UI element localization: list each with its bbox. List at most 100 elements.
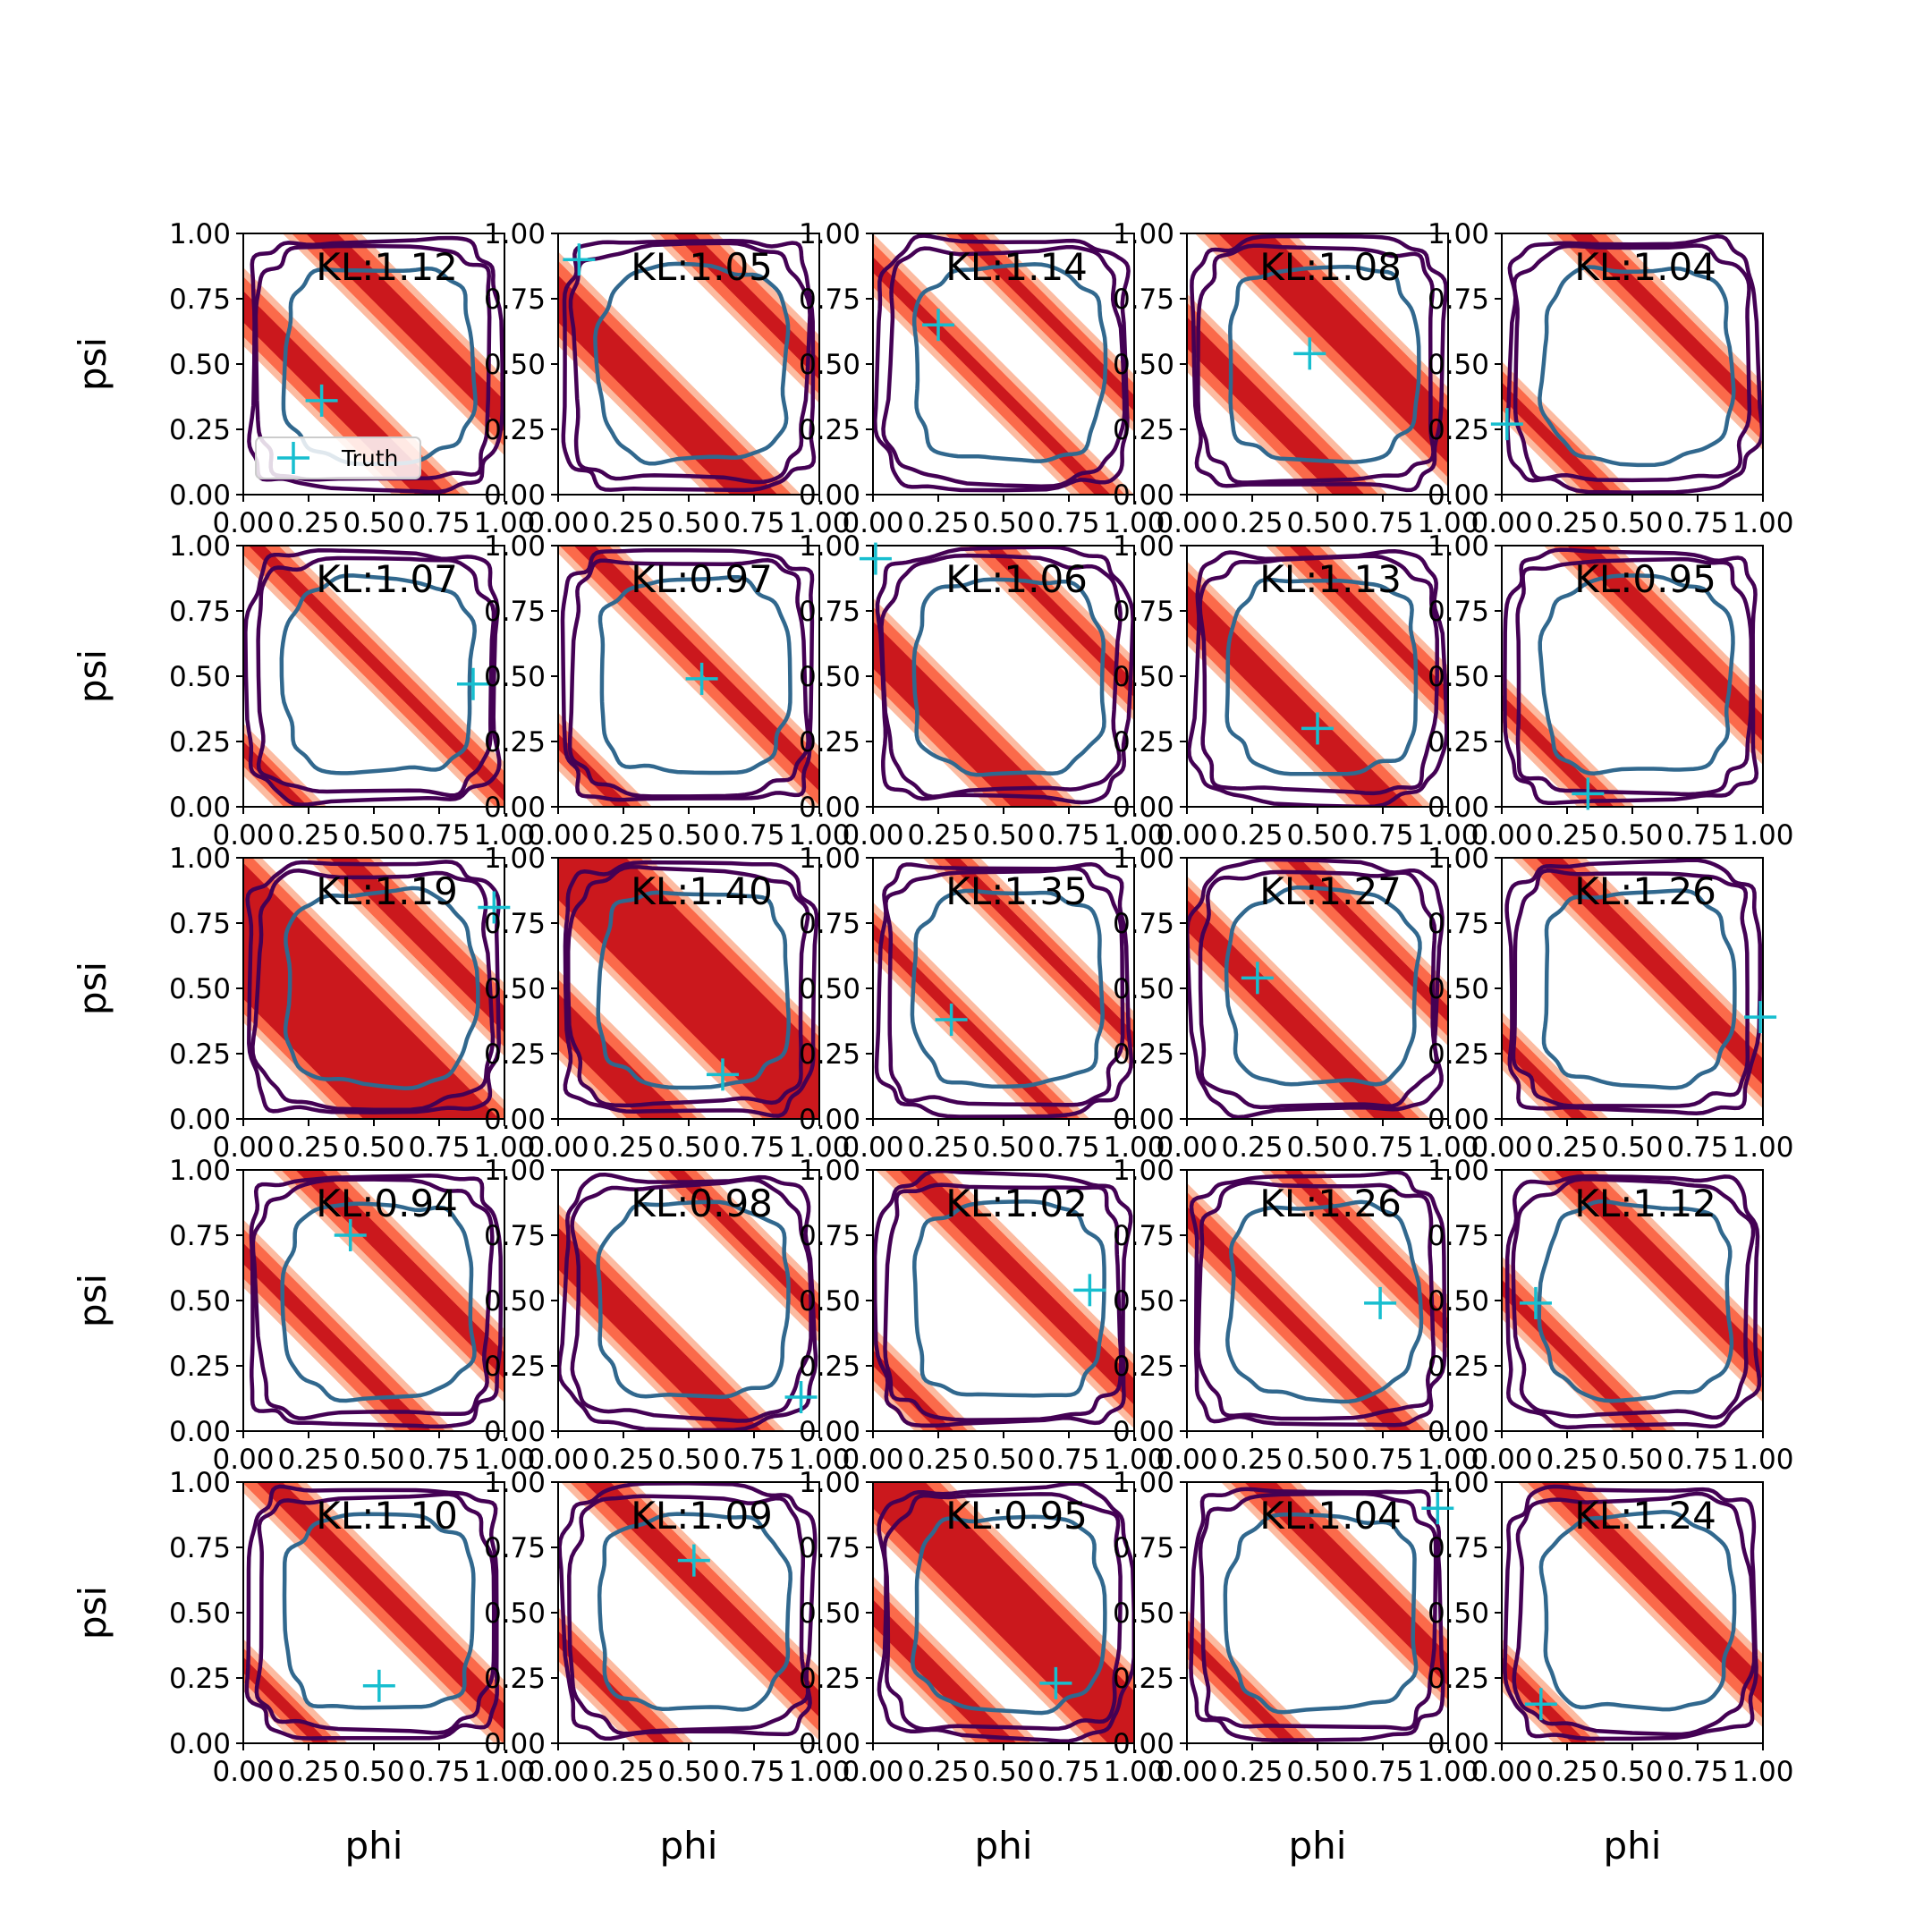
density-band-dark xyxy=(558,275,778,495)
density-band-light xyxy=(936,233,1134,432)
x-tick-label: 0.75 xyxy=(723,819,784,852)
kl-divergence-label: KL:1.06 xyxy=(945,557,1088,601)
panel-plot-area xyxy=(1187,1482,1448,1743)
inner-contour xyxy=(281,267,478,466)
y-tick-label: 0.50 xyxy=(1113,1285,1174,1318)
y-tick-label: 0.00 xyxy=(1113,1728,1174,1760)
x-tick-label: 0.00 xyxy=(1156,507,1217,539)
y-tick-label: 0.75 xyxy=(484,1532,546,1564)
inner-contour xyxy=(1538,265,1736,468)
subplot-panel: 0.000.000.250.250.500.500.750.751.001.00… xyxy=(799,218,1165,539)
panel-plot-area xyxy=(1187,546,1448,807)
y-tick-label: 0.00 xyxy=(169,1104,231,1136)
x-tick-label: 1.00 xyxy=(1732,819,1793,852)
inner-contour xyxy=(1537,1199,1734,1403)
x-tick-label: 0.00 xyxy=(842,1131,903,1164)
outer-contour xyxy=(1504,858,1762,1116)
y-tick-label: 0.00 xyxy=(1113,1104,1174,1136)
outer-contour xyxy=(244,1484,499,1741)
x-tick-label: 0.75 xyxy=(1038,1444,1099,1476)
kl-divergence-label: KL:1.27 xyxy=(1259,869,1402,913)
x-axis-label: phi xyxy=(1289,1824,1347,1868)
density-band-mid xyxy=(1502,1648,1597,1743)
middle-contour xyxy=(1515,556,1754,797)
density-band-mid xyxy=(292,233,504,446)
inner-contour xyxy=(1538,573,1735,775)
truth-marker xyxy=(1301,712,1334,745)
density-band-mid xyxy=(559,546,819,806)
density-band-dark xyxy=(306,233,504,432)
density-band-mid xyxy=(558,1616,685,1743)
inner-contour xyxy=(280,1201,477,1403)
x-tick-label: 1.00 xyxy=(1103,1756,1165,1788)
y-tick-label: 0.25 xyxy=(1428,414,1489,446)
y-tick-label: 0.25 xyxy=(1113,1351,1174,1383)
x-tick-label: 0.50 xyxy=(972,1131,1034,1164)
density-band-mid xyxy=(1502,370,1626,495)
density-band-dark xyxy=(558,858,819,1119)
density-band-light xyxy=(272,1170,504,1402)
outer-contour xyxy=(1505,233,1763,495)
legend-label: Truth xyxy=(341,445,398,471)
x-tick-label: 0.75 xyxy=(1666,1756,1728,1788)
x-tick-label: 1.00 xyxy=(1732,1756,1793,1788)
middle-contour xyxy=(250,1177,495,1420)
kl-divergence-label: KL:1.12 xyxy=(1574,1182,1716,1225)
y-tick-label: 0.50 xyxy=(169,661,231,693)
kl-divergence-label: KL:1.12 xyxy=(316,245,458,289)
subplot-panel: 0.000.000.250.250.500.500.750.751.001.00… xyxy=(484,1155,851,1476)
x-tick-label: 0.00 xyxy=(1156,819,1217,852)
density-band-light xyxy=(875,1170,1134,1429)
x-tick-label: 0.50 xyxy=(343,507,404,539)
x-tick-label: 0.50 xyxy=(343,1131,404,1164)
y-tick-label: 0.50 xyxy=(169,973,231,1005)
y-tick-label: 0.00 xyxy=(169,792,231,824)
subplot-panel: 0.000.000.250.250.500.500.750.751.001.00… xyxy=(1113,1155,1479,1476)
density-band-dark xyxy=(1187,317,1365,495)
x-tick-label: 0.00 xyxy=(212,819,274,852)
inner-contour xyxy=(911,577,1106,777)
kl-divergence-label: KL:1.26 xyxy=(1574,869,1716,913)
x-tick-label: 0.50 xyxy=(657,507,719,539)
y-tick-label: 0.50 xyxy=(1428,973,1489,1005)
density-band-mid xyxy=(1187,570,1424,807)
y-tick-label: 0.50 xyxy=(1428,661,1489,693)
y-tick-label: 1.00 xyxy=(169,530,231,563)
x-tick-label: 0.75 xyxy=(1352,1131,1413,1164)
x-tick-label: 0.75 xyxy=(723,1131,784,1164)
y-tick-label: 0.00 xyxy=(1113,479,1174,512)
middle-contour xyxy=(1511,869,1750,1108)
y-tick-label: 1.00 xyxy=(1428,530,1489,563)
x-tick-label: 0.25 xyxy=(1536,1131,1597,1164)
y-tick-label: 0.25 xyxy=(484,1038,546,1071)
y-tick-label: 0.00 xyxy=(1428,1728,1489,1760)
density-band-dark xyxy=(558,733,631,807)
outer-contour xyxy=(247,235,504,495)
y-tick-label: 0.50 xyxy=(484,1285,546,1318)
y-tick-label: 0.00 xyxy=(1428,1416,1489,1448)
kl-divergence-label: KL:1.24 xyxy=(1574,1494,1716,1538)
density-band-light xyxy=(282,233,504,456)
inner-contour xyxy=(1223,1512,1419,1715)
density-band-light xyxy=(1543,546,1763,766)
y-tick-label: 0.25 xyxy=(1428,1351,1489,1383)
density-band-light xyxy=(1502,1256,1677,1431)
x-tick-label: 1.00 xyxy=(788,1444,850,1476)
density-band-mid xyxy=(658,233,819,394)
x-tick-label: 0.25 xyxy=(1221,1131,1283,1164)
inner-contour xyxy=(910,888,1105,1089)
density-band-light xyxy=(922,858,1134,1070)
density-band-mid xyxy=(945,233,1134,423)
subplot-panel: 0.000.000.250.250.500.500.750.751.001.00… xyxy=(1113,843,1479,1164)
truth-marker xyxy=(1519,1286,1552,1319)
y-tick-label: 0.00 xyxy=(484,792,546,824)
y-tick-label: 0.25 xyxy=(484,1663,546,1695)
subplot-panel: 0.000.000.250.250.500.500.750.751.001.00… xyxy=(799,1467,1165,1868)
truth-marker xyxy=(922,309,954,342)
x-tick-label: 0.25 xyxy=(1536,819,1597,852)
y-tick-label: 1.00 xyxy=(169,1467,231,1499)
subplot-panel: 0.000.000.250.250.500.500.750.751.001.00… xyxy=(71,530,536,852)
y-tick-label: 0.00 xyxy=(484,479,546,512)
x-tick-label: 0.75 xyxy=(1666,819,1728,852)
density-band-mid xyxy=(315,858,504,1047)
